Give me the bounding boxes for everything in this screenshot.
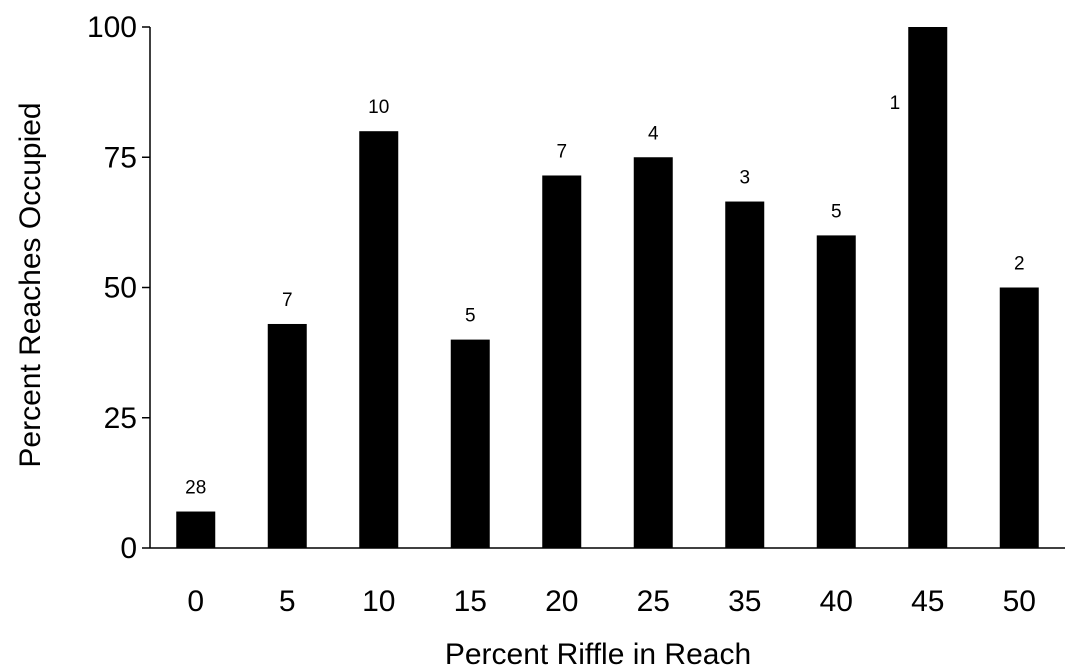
data-label: 28	[185, 478, 206, 499]
x-tick-label: 0	[187, 585, 204, 618]
bar	[633, 157, 673, 548]
data-label: 2	[1014, 254, 1025, 275]
bar	[450, 339, 490, 548]
bar	[816, 235, 856, 548]
bars	[176, 27, 1039, 549]
data-label: 10	[368, 97, 389, 118]
y-tick-label: 100	[87, 11, 137, 44]
x-axis: 0 5 10 15 20 25 35 40 45 50	[150, 547, 1065, 618]
y-tick-label: 75	[104, 141, 137, 174]
x-axis-title: Percent Riffle in Reach	[445, 638, 751, 671]
bar	[542, 175, 582, 549]
y-tick-label: 50	[104, 272, 137, 305]
bar	[725, 201, 765, 548]
x-tick-label: 35	[728, 585, 761, 618]
x-tick-label: 25	[637, 585, 670, 618]
bar	[267, 323, 307, 548]
bar	[908, 27, 948, 548]
data-label: 7	[556, 141, 567, 162]
y-tick-label: 0	[120, 532, 137, 565]
data-label: 3	[739, 168, 750, 189]
data-label: 1	[890, 93, 901, 114]
bar	[999, 287, 1039, 548]
x-tick-label: 40	[820, 585, 853, 618]
y-axis: 0 25 50 75 100	[87, 11, 151, 565]
x-tick-label: 45	[911, 585, 944, 618]
y-tick-label: 25	[104, 402, 137, 435]
bar	[176, 511, 216, 548]
x-tick-label: 20	[545, 585, 578, 618]
x-tick-label: 10	[362, 585, 395, 618]
bar	[359, 131, 399, 548]
x-tick-label: 5	[279, 585, 296, 618]
y-axis-title: Percent Reaches Occupied	[14, 102, 47, 467]
data-label: 5	[831, 201, 842, 222]
x-tick-label: 50	[1003, 585, 1036, 618]
data-label: 5	[465, 306, 476, 327]
data-label: 4	[648, 123, 659, 144]
data-label: 7	[282, 290, 293, 311]
x-tick-label: 15	[454, 585, 487, 618]
data-labels: 28 7 10 5 7 4 3 5 1 2	[185, 93, 1024, 499]
